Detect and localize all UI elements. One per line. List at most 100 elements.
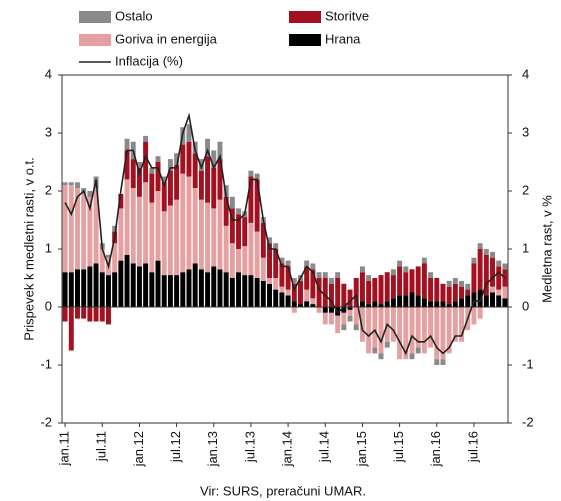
- bar-segment: [273, 289, 279, 307]
- bar-segment: [205, 138, 211, 157]
- bar-segment: [409, 292, 415, 307]
- bar-segment: [372, 278, 378, 302]
- bar-segment: [211, 167, 217, 209]
- bar-segment: [384, 301, 390, 307]
- bar-segment: [112, 225, 118, 232]
- bar-segment: [248, 170, 254, 177]
- bar-segment: [229, 243, 235, 278]
- bar-segment: [366, 280, 372, 305]
- bar-segment: [217, 199, 223, 270]
- bar-segment: [452, 307, 458, 342]
- x-tick-label: jul.13: [242, 431, 257, 463]
- bar-segment: [359, 301, 365, 307]
- bar-segment: [93, 263, 99, 307]
- bar-segment: [124, 254, 130, 307]
- bar-segment: [403, 295, 409, 307]
- bar-segment: [192, 263, 198, 307]
- bar-segment: [198, 159, 204, 171]
- bar-segment: [335, 272, 341, 278]
- bar-segment: [471, 307, 477, 325]
- x-tick-label: jan.15: [354, 431, 369, 467]
- bar-segment: [378, 304, 384, 307]
- bar-segment: [471, 257, 477, 264]
- legend-label: Storitve: [325, 8, 369, 23]
- bar-segment: [248, 176, 254, 223]
- bar-segment: [75, 269, 80, 307]
- bar-segment: [328, 283, 334, 307]
- bar-segment: [415, 266, 421, 296]
- bar-segment: [205, 272, 211, 307]
- bar-segment: [149, 272, 155, 307]
- bar-segment: [180, 173, 186, 273]
- bar-segment: [174, 199, 180, 276]
- bar-segment: [328, 312, 334, 325]
- bar-segment: [347, 309, 353, 316]
- bar-segment: [155, 162, 161, 191]
- legend-swatch: [289, 11, 321, 23]
- bar-segment: [316, 307, 322, 313]
- y2-tick-label: 2: [522, 182, 529, 197]
- bar-segment: [409, 307, 415, 354]
- bar-segment: [415, 347, 421, 354]
- bar-segment: [229, 278, 235, 307]
- bar-segment: [465, 283, 471, 290]
- bar-segment: [384, 341, 390, 348]
- bar-segment: [310, 263, 316, 270]
- bar-segment: [279, 257, 285, 264]
- bar-segment: [68, 272, 74, 307]
- bar-segment: [75, 307, 80, 319]
- bar-segment: [217, 141, 223, 160]
- bar-segment: [378, 353, 384, 360]
- bar-segment: [186, 176, 192, 270]
- bar-segment: [298, 280, 303, 305]
- bar-segment: [260, 257, 266, 281]
- legend-label: Hrana: [325, 31, 361, 46]
- bar-segment: [267, 278, 272, 284]
- bar-segment: [446, 280, 452, 287]
- legend-label: Ostalo: [115, 8, 153, 23]
- bar-segment: [267, 283, 272, 307]
- bar-segment: [205, 202, 211, 273]
- bar-segment: [304, 260, 310, 267]
- bar-segment: [483, 249, 489, 255]
- bar-segment: [229, 196, 235, 209]
- x-tick-label: jul.16: [465, 431, 480, 463]
- bar-segment: [118, 260, 124, 307]
- bar-segment: [353, 307, 359, 325]
- bar-segment: [335, 278, 341, 307]
- x-tick-label: jan.16: [428, 431, 443, 467]
- bar-segment: [68, 185, 74, 273]
- bar-segment: [496, 266, 502, 290]
- bar-segment: [87, 196, 93, 267]
- bar-segment: [291, 301, 297, 307]
- bar-segment: [341, 307, 347, 313]
- legend-label: Goriva in energija: [115, 31, 218, 46]
- source-note: Vir: SURS, preračuni UMAR.: [200, 483, 366, 498]
- bar-segment: [161, 176, 167, 183]
- bar-segment: [285, 289, 291, 296]
- bar-segment: [291, 307, 297, 313]
- bar-segment: [440, 359, 446, 365]
- bar-segment: [316, 272, 322, 278]
- bar-segment: [161, 275, 167, 307]
- bar-segment: [440, 283, 446, 302]
- bar-segment: [81, 307, 87, 319]
- bar-segment: [322, 307, 328, 313]
- bar-segment: [279, 263, 285, 287]
- bar-segment: [496, 260, 502, 267]
- bar-segment: [273, 278, 279, 290]
- bar-segment: [471, 292, 477, 307]
- bar-segment: [217, 269, 223, 307]
- bar-segment: [490, 251, 495, 258]
- bar-segment: [248, 275, 254, 307]
- bar-segment: [483, 254, 489, 296]
- bar-segment: [285, 266, 291, 290]
- bar-segment: [143, 182, 149, 264]
- bar-segment: [242, 217, 248, 247]
- bar-segment: [366, 307, 372, 354]
- bar-segment: [143, 263, 149, 307]
- x-tick-label: jul.15: [391, 431, 406, 463]
- bar-segment: [322, 312, 328, 325]
- bar-segment: [502, 286, 508, 299]
- bar-segment: [384, 272, 390, 302]
